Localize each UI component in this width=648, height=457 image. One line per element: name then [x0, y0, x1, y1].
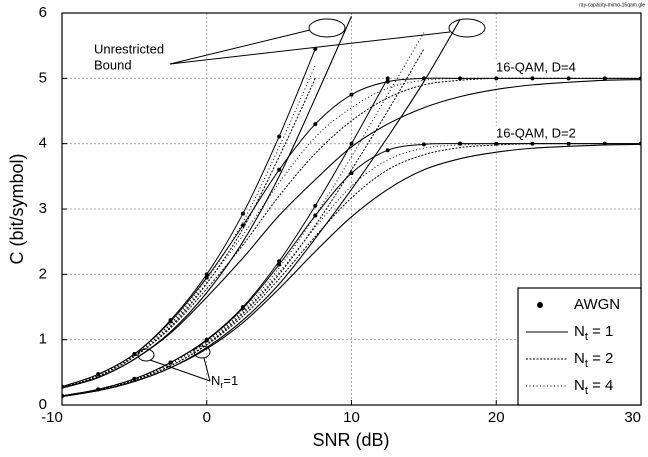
- series-dot: [168, 360, 173, 365]
- y-tick-label: 6: [39, 4, 47, 21]
- y-axis-title: C (bit/symbol): [7, 153, 27, 264]
- annotation-bound: Unrestricted: [94, 41, 164, 56]
- series-dot: [458, 141, 463, 146]
- legend-sub: t: [585, 385, 588, 397]
- annotation-bound: Bound: [94, 57, 132, 72]
- annotation-ellipse: [193, 345, 211, 359]
- series-dot: [277, 134, 282, 139]
- annotation-nr-suffix: =1: [223, 373, 238, 388]
- series-dot: [277, 259, 282, 264]
- annotation-arrow: [169, 31, 451, 65]
- series-dot: [204, 338, 209, 343]
- series-dot: [494, 76, 499, 81]
- annotation-d2: 16-QAM, D=2: [496, 125, 576, 140]
- legend-suffix: = 1: [588, 323, 613, 340]
- y-tick-label: 4: [39, 135, 47, 152]
- annotation-arrow: [169, 29, 311, 65]
- legend-text: N: [574, 323, 585, 340]
- series-dot: [421, 142, 426, 147]
- series-dot: [240, 223, 245, 228]
- series-dot: [277, 167, 282, 172]
- legend-text: N: [574, 350, 585, 367]
- series-line: [62, 65, 316, 388]
- series-line: [62, 77, 641, 388]
- annotations: Unrestricted Bound 16-QAM, D=4 16-QAM, D…: [82, 18, 590, 390]
- y-tick-label: 3: [39, 200, 47, 217]
- y-tick-label: 2: [39, 265, 47, 282]
- y-tick-label: 1: [39, 331, 47, 348]
- series-dot: [240, 211, 245, 216]
- series-line: [62, 79, 641, 389]
- curves: [62, 16, 641, 398]
- series-dot: [385, 76, 390, 81]
- annotation-nr-sub: r: [220, 380, 223, 390]
- series-dot: [349, 92, 354, 97]
- y-tick-label: 5: [39, 69, 47, 86]
- legend-sub: t: [585, 331, 588, 343]
- series-dot: [313, 213, 318, 218]
- annotation-ellipse: [137, 348, 155, 362]
- series-line: [62, 143, 641, 398]
- series-line: [62, 143, 641, 397]
- legend-label: Nt = 1: [574, 323, 613, 343]
- series-line: [62, 78, 316, 388]
- source-note: ray-capacity-mimo-16qam.gle: [579, 2, 645, 8]
- legend-sub: t: [585, 358, 588, 370]
- series-dot: [385, 148, 390, 153]
- x-tick-label: 10: [343, 409, 360, 426]
- x-tick-label: -10: [41, 409, 63, 426]
- legend-text: AWGN: [574, 296, 620, 313]
- annotation-ellipse: [308, 18, 346, 38]
- series-dot: [602, 76, 607, 81]
- x-tick-label: 20: [488, 409, 505, 426]
- series-dot: [168, 319, 173, 324]
- series-dot: [349, 171, 354, 176]
- series-dot: [530, 76, 535, 81]
- series-dot: [349, 141, 354, 146]
- annotation-bg: [490, 60, 590, 76]
- annotation-bg: [82, 42, 162, 76]
- annotation-nr: Nr=1: [211, 373, 238, 390]
- x-tick-label: 0: [203, 409, 211, 426]
- legend-label: Nt = 2: [574, 350, 613, 370]
- x-tick-label: 30: [624, 409, 641, 426]
- series-dot: [204, 275, 209, 280]
- annotation-d4: 16-QAM, D=4: [496, 59, 576, 74]
- x-axis-title: SNR (dB): [312, 430, 389, 450]
- series-line: [62, 19, 461, 398]
- legend-label: Nt = 4: [574, 377, 613, 397]
- series-dot: [240, 306, 245, 311]
- annotation-arrow: [203, 357, 211, 382]
- series-line: [62, 143, 641, 398]
- series-dot: [277, 262, 282, 267]
- annotation-bg: [490, 126, 590, 142]
- series-dot: [313, 203, 318, 208]
- series-dot: [204, 272, 209, 277]
- annotation-nr-main: N: [211, 373, 220, 388]
- annotation-arrow: [149, 359, 211, 382]
- legend-label: AWGN: [574, 296, 620, 313]
- legend-text: N: [574, 377, 585, 394]
- legend-suffix: = 2: [588, 350, 613, 367]
- series-dot: [313, 122, 318, 127]
- series-line: [62, 78, 389, 397]
- annotation-ellipse: [448, 18, 486, 38]
- y-tick-label: 0: [39, 396, 47, 413]
- legend-symbol: [537, 302, 543, 308]
- legend-suffix: = 4: [588, 377, 613, 394]
